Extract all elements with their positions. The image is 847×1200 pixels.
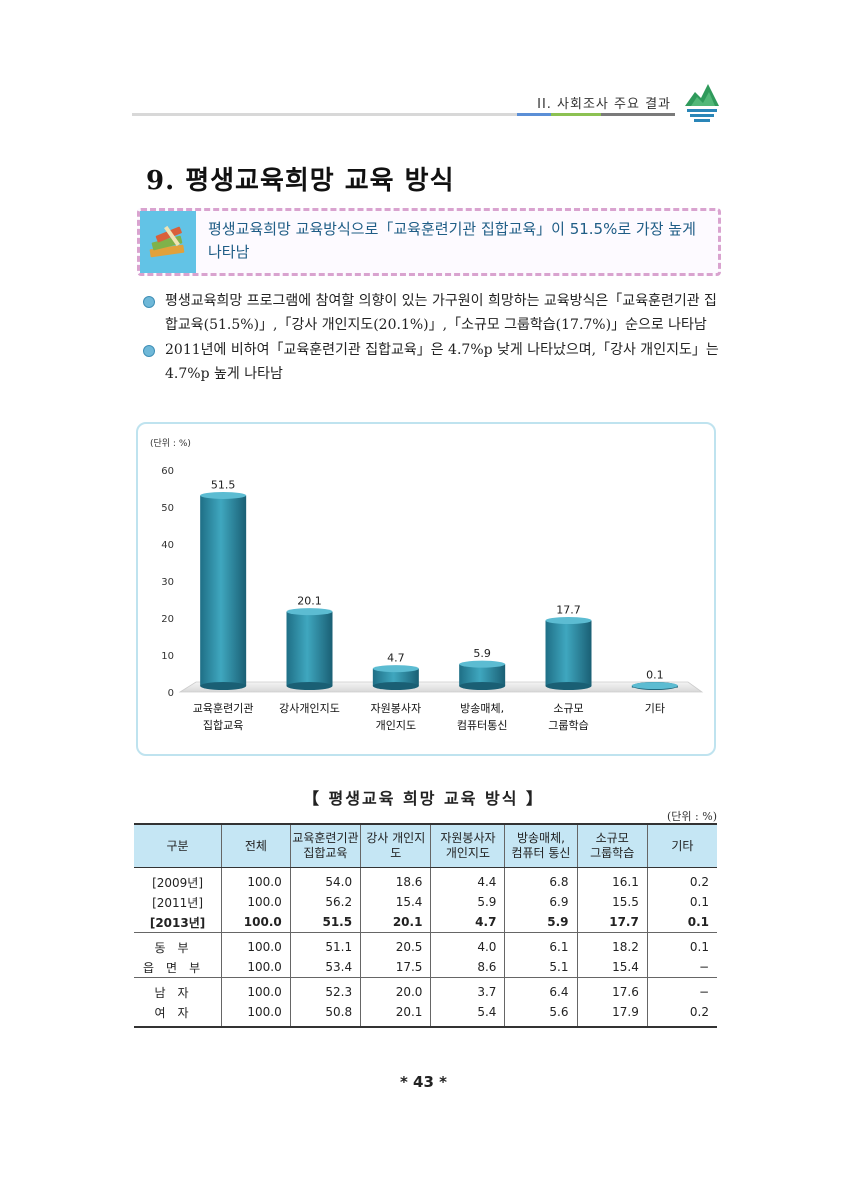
bar-base	[372, 682, 419, 690]
bar-top	[545, 617, 592, 625]
x-tick-label: 소규모	[553, 702, 583, 715]
table-row: 여자 100.0 50.8 20.1 5.4 5.6 17.9 0.2	[134, 1002, 717, 1028]
x-tick-label: 교육훈련기관	[193, 702, 254, 715]
x-tick-label: 강사개인지도	[279, 702, 340, 715]
bar	[459, 664, 506, 686]
x-tick-label: 컴퓨터통신	[457, 719, 508, 732]
books-icon	[140, 211, 196, 273]
summary-box: 평생교육희망 교육방식으로「교육훈련기관 집합교육」이 51.5%로 가장 높게…	[137, 208, 721, 276]
chart-floor	[178, 681, 704, 693]
header-cell: 구분	[134, 823, 222, 868]
bar-base	[459, 682, 506, 690]
y-tick-label: 10	[161, 651, 174, 662]
table-row: 남자 100.0 52.3 20.0 3.7 6.4 17.6−	[134, 977, 717, 1002]
x-tick-label: 방송매체,	[460, 702, 504, 715]
table-title: 【 평생교육 희망 교육 방식 】	[302, 789, 545, 808]
header-cell: 소규모 그룹학습	[576, 823, 648, 868]
header-cell: 방송매체, 컴퓨터 통신	[504, 823, 577, 868]
summary-text: 평생교육희망 교육방식으로「교육훈련기관 집합교육」이 51.5%로 가장 높게…	[208, 220, 696, 261]
x-tick-label: 기타	[645, 702, 665, 715]
table-row: [2009년] 100.0 54.0 18.6 4.4 6.8 16.1 0.2	[134, 867, 717, 892]
x-tick-label: 집합교육	[203, 719, 243, 732]
bar-top	[631, 682, 678, 690]
page-number: * 43 *	[399, 1073, 447, 1091]
x-tick-label: 자원봉사자	[371, 702, 422, 715]
data-label: 20.1	[297, 595, 322, 608]
data-label: 51.5	[211, 478, 236, 491]
bullet-dot-icon	[143, 345, 155, 357]
y-tick-label: 20	[161, 614, 174, 625]
table-row: [2013년] 100.0 51.5 20.1 4.7 5.9 17.7 0.1	[134, 912, 717, 933]
header-cell: 교육훈련기관 집합교육	[289, 823, 361, 868]
bullet-list: 평생교육희망 프로그램에 참여할 의향이 있는 가구원이 희망하는 교육방식은「…	[143, 290, 723, 388]
table-row: 읍면부 100.0 53.4 17.5 8.6 5.1 15.4−	[134, 957, 717, 978]
data-label: 4.7	[387, 652, 405, 665]
bar-base	[545, 682, 592, 690]
header-cell: 강사 개인지도	[360, 823, 431, 868]
bar-base	[200, 682, 247, 690]
bar	[372, 668, 419, 686]
mountain-logo-icon	[685, 84, 719, 122]
table-header-row: 구분 전체 교육훈련기관 집합교육 강사 개인지도 자원봉사자 개인지도 방송매체,…	[134, 823, 717, 868]
data-table: 구분 전체 교육훈련기관 집합교육 강사 개인지도 자원봉사자 개인지도 방송매체,…	[134, 823, 717, 1028]
data-label: 5.9	[473, 647, 491, 660]
bullet-dot-icon	[143, 296, 155, 308]
chart-unit-label: (단위 : %)	[150, 438, 191, 449]
bar-top	[200, 491, 247, 499]
bar-base	[286, 682, 333, 690]
header-rule	[132, 113, 675, 116]
header-cell: 자원봉사자 개인지도	[430, 823, 505, 868]
data-label: 0.1	[646, 669, 664, 682]
x-tick-label: 그룹학습	[548, 719, 588, 732]
bar	[200, 495, 247, 686]
y-tick-label: 30	[161, 577, 174, 588]
table-row: 동부 100.0 51.1 20.5 4.0 6.1 18.2 0.1	[134, 932, 717, 957]
chapter-header: II. 사회조사 주요 결과	[537, 97, 671, 112]
y-tick-label: 40	[161, 540, 174, 551]
bullet-item: 평생교육희망 프로그램에 참여할 의향이 있는 가구원이 희망하는 교육방식은「…	[143, 290, 723, 337]
table-row: [2011년] 100.0 56.2 15.4 5.9 6.9 15.5 0.1	[134, 892, 717, 912]
data-label: 17.7	[556, 604, 581, 617]
bar	[545, 620, 592, 686]
table-unit: (단위 : %)	[667, 810, 717, 823]
header-cell: 전체	[221, 823, 291, 868]
bullet-item: 2011년에 비하여「교육훈련기관 집합교육」은 4.7%p 낮게 나타났으며,…	[143, 339, 723, 386]
bar	[286, 611, 333, 686]
bar-top	[286, 608, 333, 616]
header-cell: 기타	[646, 823, 717, 868]
section-title: 9. 평생교육희망 교육 방식	[146, 166, 455, 196]
y-tick-label: 60	[161, 466, 174, 477]
x-tick-label: 개인지도	[376, 719, 416, 732]
bar-top	[372, 665, 419, 673]
y-tick-label: 50	[161, 503, 174, 514]
y-tick-label: 0	[168, 688, 174, 699]
bar-top	[459, 660, 506, 668]
